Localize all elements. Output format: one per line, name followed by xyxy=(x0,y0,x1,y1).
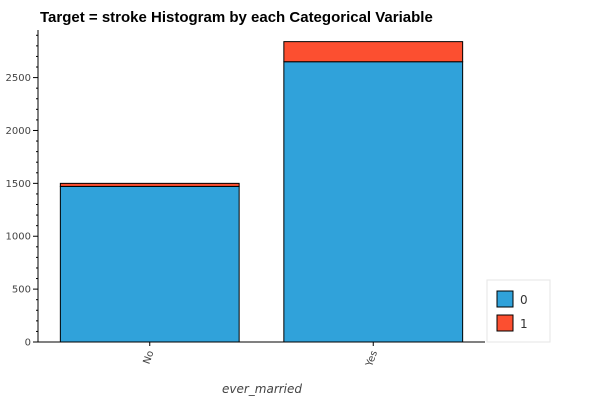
legend-label-0: 0 xyxy=(520,293,528,307)
x-tick-label: Yes xyxy=(364,349,380,369)
legend: 01 xyxy=(486,279,551,343)
y-tick-label: 1000 xyxy=(6,232,31,243)
y-tick-label: 1500 xyxy=(6,179,31,190)
y-axis: 0 500 1000 1500 2000 2500 xyxy=(6,30,39,349)
y-tick-label: 500 xyxy=(12,285,31,296)
x-axis-label: ever_married xyxy=(222,382,302,396)
bar-yes-series-1 xyxy=(283,41,464,63)
y-tick-label: 0 xyxy=(25,338,31,349)
legend-swatch-1 xyxy=(496,314,514,332)
bar-yes-series-0 xyxy=(283,61,464,343)
legend-box xyxy=(486,279,551,343)
bar-no-series-0 xyxy=(59,185,240,343)
x-axis: No Yes xyxy=(38,341,485,369)
legend-label-1: 1 xyxy=(520,317,528,331)
plot-area xyxy=(59,41,464,343)
chart-title: Target = stroke Histogram by each Catego… xyxy=(40,9,433,26)
x-tick-label: No xyxy=(142,349,157,366)
y-tick-label: 2500 xyxy=(6,73,31,84)
legend-swatch-0 xyxy=(496,290,514,308)
y-tick-label: 2000 xyxy=(6,126,31,137)
bar-no-series-1 xyxy=(59,182,240,187)
